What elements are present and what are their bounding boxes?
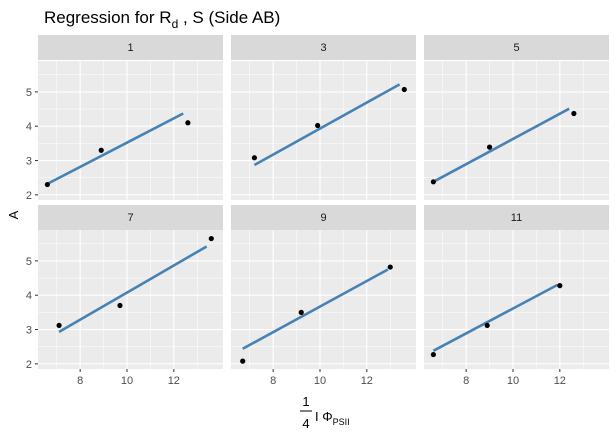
data-point	[98, 147, 104, 153]
y-tick-label: 5	[26, 87, 32, 99]
regression-line	[432, 283, 559, 352]
chart-title-rest: , S (Side AB)	[178, 8, 280, 27]
y-axis-label: A	[6, 210, 21, 219]
x-axis-label-main: I ΦPSII	[315, 409, 350, 427]
facet-panel-1: 1 2 3 4 5	[26, 35, 223, 202]
y-tick-label: 3	[26, 325, 32, 337]
panel-background	[231, 230, 416, 369]
facet-panel-9: 9 8 10 12	[231, 205, 416, 387]
facet-panel-3: 3	[231, 35, 416, 200]
y-tick-label: 2	[26, 359, 32, 371]
data-point	[298, 309, 304, 315]
panel-background	[38, 230, 223, 369]
facet-strip	[231, 35, 416, 60]
x-tick-label: 12	[361, 375, 373, 387]
facet-strip	[424, 205, 609, 230]
x-axis-label-symbol: I Φ	[315, 409, 333, 424]
y-tick-label: 4	[26, 121, 32, 133]
x-tick-label: 8	[270, 375, 276, 387]
x-tick-label: 8	[77, 375, 83, 387]
facet-strip	[424, 35, 609, 60]
panel-background	[231, 61, 416, 200]
facet-strip	[38, 205, 223, 230]
x-axis-label: 1 4 I ΦPSII	[300, 394, 350, 431]
data-point	[486, 144, 493, 150]
x-tick-label: 12	[554, 375, 566, 387]
regression-line	[58, 245, 208, 334]
panel-background	[424, 61, 609, 200]
x-tick-label: 8	[463, 375, 469, 387]
data-point	[117, 302, 123, 309]
data-point	[208, 235, 214, 242]
panel-background	[424, 230, 609, 369]
facet-strip-label: 3	[320, 42, 326, 54]
facet-panel-11: 11 8 10 12	[424, 205, 609, 387]
facet-strip-label: 5	[513, 42, 519, 54]
data-point	[240, 358, 246, 364]
facet-panel-5: 5	[424, 35, 609, 200]
x-axis-label-fraction-denominator: 4	[302, 416, 309, 431]
data-point	[401, 86, 407, 93]
data-point	[484, 322, 490, 329]
y-tick-label: 2	[26, 190, 32, 202]
data-point	[430, 179, 436, 185]
facet-strip-label: 11	[511, 212, 522, 224]
data-point	[387, 264, 393, 270]
facet-panel-7: 7 2 3 4 5 8 10 12	[26, 205, 223, 387]
data-point	[571, 110, 577, 117]
facet-strip-label: 9	[320, 212, 326, 224]
y-tick-label: 4	[26, 290, 32, 302]
y-tick-label: 3	[26, 156, 32, 168]
x-tick-label: 10	[314, 375, 326, 387]
regression-line	[253, 83, 401, 167]
chart-title-subscript: d	[172, 17, 179, 31]
data-point	[315, 122, 321, 129]
regression-line	[46, 112, 184, 186]
x-axis-label-fraction-numerator: 1	[302, 394, 309, 409]
x-tick-label: 10	[121, 375, 133, 387]
regression-line	[432, 107, 570, 183]
regression-line	[242, 268, 389, 350]
facet-strip-label: 1	[127, 42, 133, 54]
data-point	[557, 283, 563, 289]
x-tick-label: 12	[168, 375, 180, 387]
panel-background	[38, 61, 223, 200]
facet-strip	[38, 35, 223, 60]
x-axis-label-subscript: PSII	[333, 417, 350, 427]
chart-title-main: Regression for R	[44, 8, 172, 27]
data-point	[44, 181, 50, 188]
data-point	[430, 351, 436, 358]
y-tick-label: 5	[26, 256, 32, 268]
x-tick-label: 10	[507, 375, 519, 387]
facet-strip-label: 7	[127, 212, 133, 224]
data-point	[251, 155, 258, 161]
chart-title: Regression for Rd , S (Side AB)	[44, 8, 280, 31]
data-point	[185, 120, 191, 126]
facet-strip	[231, 205, 416, 230]
data-point	[56, 322, 62, 329]
